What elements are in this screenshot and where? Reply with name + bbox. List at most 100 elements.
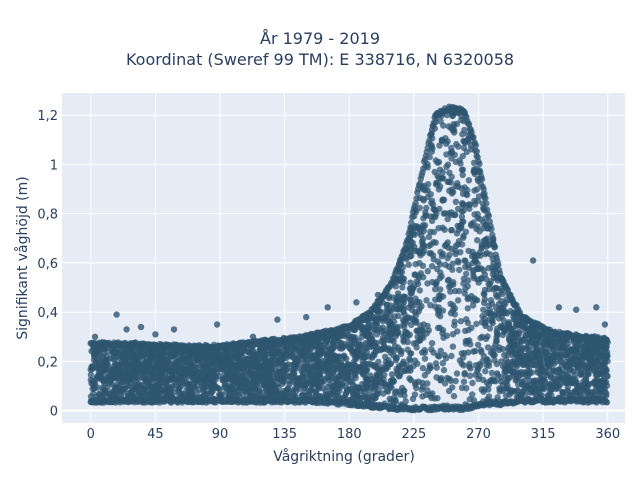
data-point (239, 391, 246, 399)
data-point (440, 210, 447, 217)
data-point (219, 376, 226, 383)
data-point (292, 349, 299, 356)
data-point (484, 344, 492, 351)
data-point (102, 390, 109, 398)
data-point (416, 337, 423, 344)
data-point (462, 257, 469, 265)
data-point (362, 375, 369, 382)
data-point (439, 360, 446, 367)
data-point (465, 277, 472, 284)
data-point (238, 360, 245, 367)
data-point (274, 374, 281, 381)
data-point (449, 127, 457, 134)
data-point (499, 305, 506, 312)
data-point (544, 360, 552, 368)
data-point (326, 376, 333, 383)
data-point (313, 390, 320, 397)
data-point (393, 330, 401, 337)
data-point (500, 317, 508, 324)
data-point (109, 373, 117, 381)
data-point (390, 304, 397, 312)
data-point (165, 356, 172, 363)
data-point (427, 228, 434, 236)
data-point (272, 351, 279, 358)
data-point (447, 377, 455, 384)
data-point (590, 357, 598, 365)
chart-title: År 1979 - 2019 Koordinat (Sweref 99 TM):… (0, 28, 640, 70)
data-point (247, 368, 254, 375)
data-point (549, 368, 556, 375)
data-point (185, 368, 192, 376)
data-point (488, 377, 495, 385)
data-point (361, 354, 368, 361)
data-point (416, 305, 423, 312)
data-point (405, 261, 412, 268)
data-point (491, 357, 498, 364)
data-point (362, 385, 369, 392)
data-point (570, 376, 577, 383)
data-point (596, 385, 604, 393)
data-point (223, 349, 230, 356)
data-point (490, 347, 497, 355)
data-point (499, 310, 506, 317)
data-point (387, 349, 394, 356)
data-point (448, 149, 455, 156)
data-point (603, 390, 610, 397)
data-point (523, 372, 530, 379)
data-point (464, 186, 471, 194)
data-point (464, 283, 471, 290)
data-point (552, 338, 560, 346)
data-point (580, 378, 587, 385)
data-point (448, 173, 455, 181)
data-point (445, 123, 452, 130)
data-point (440, 196, 448, 203)
data-point (350, 358, 357, 366)
data-point (502, 392, 510, 399)
data-point (525, 325, 533, 333)
data-point (381, 353, 389, 360)
data-point (452, 377, 459, 385)
data-point (474, 210, 481, 218)
data-point (468, 324, 475, 332)
data-point (437, 313, 444, 320)
data-point (557, 374, 564, 382)
data-point (280, 378, 287, 386)
data-point (530, 382, 538, 390)
data-point (428, 199, 435, 207)
data-point (167, 376, 174, 383)
data-point (504, 375, 511, 382)
data-point (467, 365, 474, 372)
data-point (408, 246, 415, 254)
data-point (310, 341, 318, 348)
data-point (458, 350, 465, 357)
data-point (420, 165, 427, 172)
data-point (306, 388, 313, 395)
data-point (418, 386, 425, 393)
data-point (400, 303, 407, 310)
data-point (492, 341, 499, 348)
data-point (176, 384, 183, 391)
data-point (449, 266, 456, 273)
data-point (411, 309, 419, 316)
data-point (311, 372, 318, 379)
data-point (485, 281, 492, 288)
data-point (442, 355, 450, 362)
data-point (448, 226, 455, 234)
data-point (335, 383, 342, 390)
data-point (419, 379, 426, 386)
data-point (360, 347, 367, 354)
data-point (348, 346, 355, 354)
data-point (182, 378, 189, 385)
data-point (253, 367, 260, 374)
data-point (392, 398, 399, 405)
data-point (452, 247, 459, 255)
data-point (564, 344, 572, 351)
data-point (465, 264, 473, 271)
data-point (468, 221, 475, 228)
data-point (526, 358, 533, 365)
data-point (361, 365, 369, 372)
data-point (478, 348, 485, 356)
data-point (164, 366, 172, 373)
data-point (380, 336, 388, 343)
